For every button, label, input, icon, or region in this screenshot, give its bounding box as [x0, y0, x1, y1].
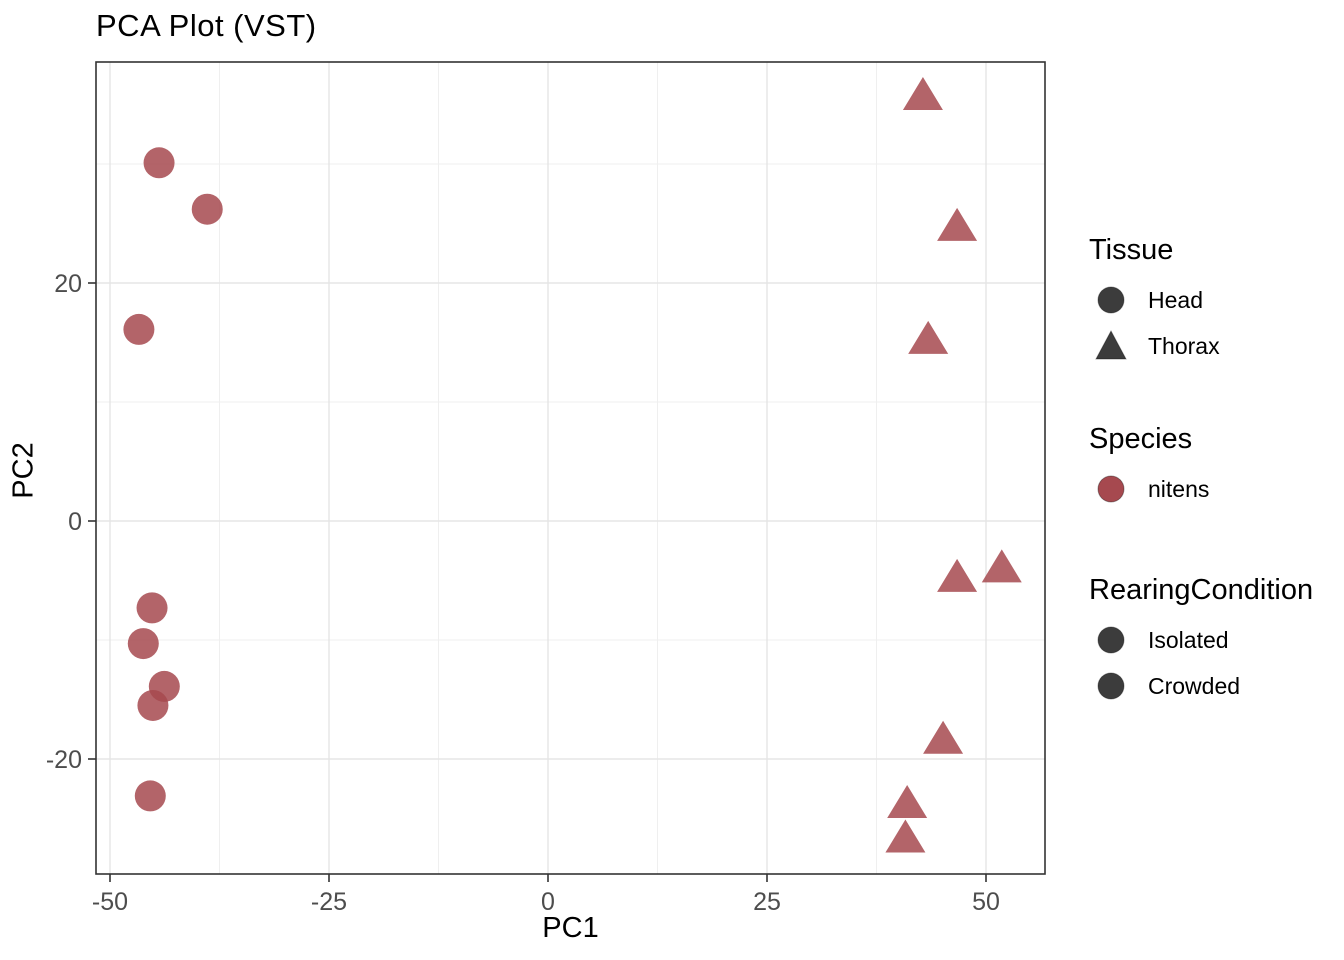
y-tick-label: 20 [54, 270, 82, 298]
x-tick-label: -25 [311, 888, 347, 916]
legend-glyph [1089, 283, 1133, 317]
plot-area: -50 -25 0 25 50 -20 0 20 [46, 61, 1046, 916]
data-point-thorax [887, 785, 928, 819]
legend-item-thorax: Thorax [1089, 323, 1344, 369]
data-point-head [143, 147, 175, 179]
legend-item-isolated: Isolated [1089, 617, 1344, 663]
legend: Tissue Head Thorax Species nitens RearingCond… [1089, 233, 1344, 709]
circle-glyph-icon [1097, 672, 1125, 700]
legend-item-nitens: nitens [1089, 466, 1344, 512]
panel-border [95, 61, 1046, 875]
circle-glyph-icon [1097, 286, 1125, 314]
legend-title-species: Species [1089, 423, 1193, 455]
legend-item-label: Thorax [1148, 332, 1220, 359]
legend-item-label: nitens [1148, 475, 1210, 502]
legend-glyph [1089, 472, 1133, 506]
panel-background [96, 62, 1045, 874]
data-point-thorax [937, 207, 978, 241]
data-point-thorax [908, 320, 949, 354]
x-tick-label: 25 [753, 888, 781, 916]
y-tick-label: 0 [68, 508, 82, 536]
triangle-glyph-icon [1095, 329, 1127, 360]
data-point-thorax [937, 558, 978, 592]
legend-item-label: Crowded [1148, 672, 1241, 699]
x-tick-label: -50 [92, 888, 128, 916]
x-tick-label: 0 [541, 888, 555, 916]
legend-group-tissue: Tissue Head Thorax [1089, 233, 1344, 369]
y-axis-title: PC2 [7, 442, 40, 499]
circle-glyph-icon [1097, 475, 1125, 503]
data-point-thorax [981, 549, 1022, 583]
circle-glyph-icon [1097, 626, 1125, 654]
legend-title-tissue: Tissue [1089, 234, 1174, 266]
legend-item-label: Head [1148, 286, 1203, 313]
legend-item-head: Head [1089, 277, 1344, 323]
legend-group-rearing: RearingCondition Isolated Crowded [1089, 573, 1344, 709]
legend-item-crowded: Crowded [1089, 663, 1344, 709]
legend-group-species: Species nitens [1089, 422, 1344, 512]
y-tick-label: -20 [46, 746, 82, 774]
data-point-head [134, 780, 166, 812]
chart-title: PCA Plot (VST) [96, 8, 317, 43]
legend-glyph [1089, 623, 1133, 657]
data-point-thorax [885, 819, 926, 853]
x-tick-label: 50 [972, 888, 1000, 916]
data-point-head [127, 628, 159, 660]
legend-glyph [1089, 329, 1133, 363]
data-point-head [136, 592, 168, 624]
legend-title-rearing: RearingCondition [1089, 574, 1314, 606]
legend-glyph [1089, 669, 1133, 703]
data-point-thorax [923, 720, 964, 754]
data-point-head [137, 689, 169, 721]
data-point-head [123, 313, 155, 345]
x-axis-title: PC1 [542, 912, 599, 944]
legend-item-label: Isolated [1148, 626, 1229, 653]
data-point-head [191, 193, 223, 225]
data-point-thorax [902, 76, 943, 110]
